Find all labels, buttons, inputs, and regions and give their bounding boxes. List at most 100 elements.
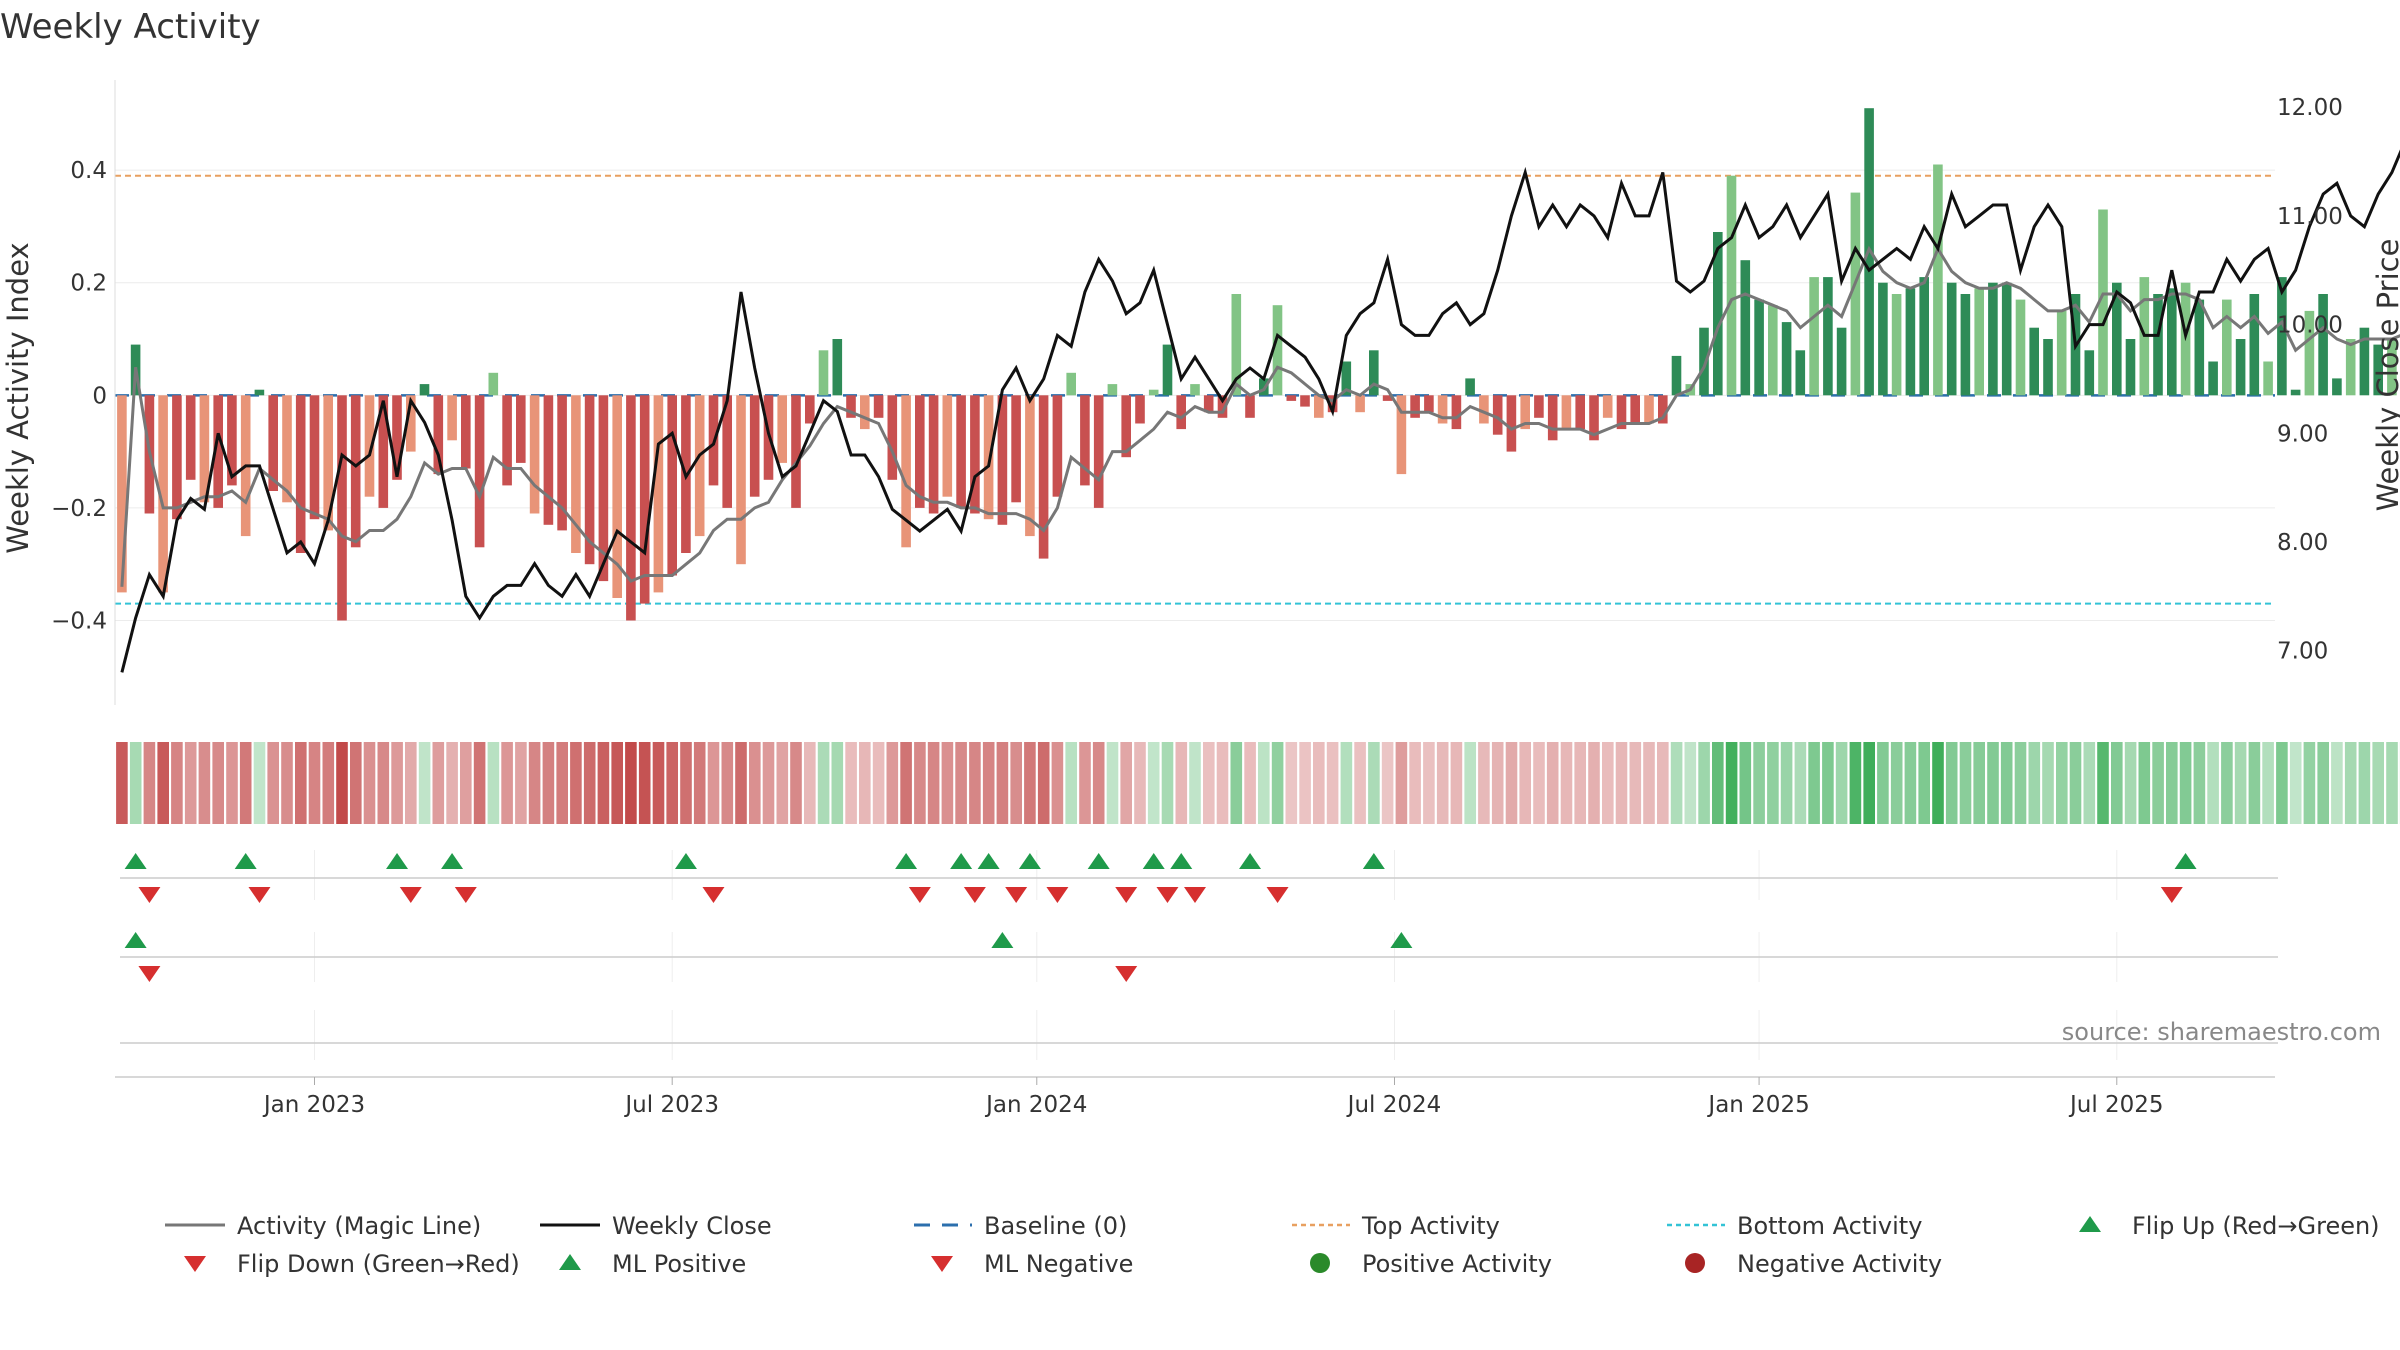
strip-cell — [171, 742, 183, 824]
activity-bar — [350, 395, 361, 548]
activity-bar — [461, 395, 471, 469]
strip-cell — [2221, 742, 2233, 824]
activity-bar — [1781, 322, 1792, 396]
activity-bar — [1011, 395, 1021, 503]
flip-down-marker — [1046, 887, 1069, 903]
strip-cell — [1546, 742, 1559, 824]
strip-cell — [2069, 742, 2082, 824]
activity-bar — [2345, 339, 2356, 396]
x-axis-ticks: Jan 2023 Jul 2023 Jan 2024 Jul 2024 Jan 2025… — [262, 1077, 2164, 1118]
activity-bar — [1300, 395, 1310, 407]
activity-bars — [117, 108, 2397, 621]
legend-label: Negative Activity — [1737, 1250, 1942, 1278]
strip-cell — [886, 742, 899, 824]
activity-bar — [791, 395, 801, 508]
legend-swatch — [184, 1256, 206, 1272]
strip-cell — [1767, 742, 1779, 824]
magic-line — [120, 245, 2400, 587]
flip-up-marker — [386, 853, 409, 869]
strip-cell — [1973, 742, 1985, 824]
strip-cell — [363, 742, 376, 824]
strip-cell — [1340, 742, 1353, 824]
activity-bar — [1314, 395, 1324, 418]
activity-bar — [2167, 288, 2177, 396]
strip-cell — [2097, 742, 2109, 824]
activity-bar — [323, 395, 333, 531]
activity-bar — [2125, 339, 2136, 396]
x-tick-label: Jul 2024 — [1346, 1092, 1442, 1118]
activity-bar — [1492, 395, 1503, 435]
strip-cell — [776, 742, 789, 824]
strip-cell — [446, 742, 458, 824]
activity-bar — [1135, 395, 1145, 424]
strip-cell — [927, 742, 940, 824]
strip-cell — [2193, 742, 2206, 824]
activity-bar — [2235, 339, 2246, 396]
activity-bar — [2304, 310, 2315, 396]
strip-cell — [336, 742, 348, 824]
activity-bar — [1203, 395, 1214, 413]
activity-bar — [598, 395, 609, 582]
strip-cell — [2331, 742, 2343, 824]
strip-cell — [501, 742, 513, 824]
strip-cell — [941, 742, 954, 824]
strip-cell — [556, 742, 568, 824]
flip-up-marker — [895, 853, 918, 869]
left-tick-label: 0.2 — [70, 271, 107, 297]
strip-cell — [955, 742, 967, 824]
legend-item: Baseline (0) — [914, 1212, 1127, 1240]
strip-cell — [859, 742, 871, 824]
strip-cell — [405, 742, 417, 824]
strip-cell — [267, 742, 279, 824]
legend-item: Bottom Activity — [1667, 1212, 1922, 1240]
flip-down-marker — [1115, 887, 1138, 903]
strip-cell — [1849, 742, 1862, 824]
strip-cell — [1230, 742, 1243, 824]
strip-cell — [1024, 742, 1036, 824]
activity-bar — [777, 395, 787, 463]
strip-cell — [1106, 742, 1119, 824]
strip-cell — [1450, 742, 1463, 824]
strip-cell — [2124, 742, 2137, 824]
strip-cell — [1560, 742, 1573, 824]
strip-cell — [693, 742, 706, 824]
strip-cell — [1409, 742, 1421, 824]
strip-cell — [749, 742, 761, 824]
flip-up-marker — [977, 853, 1000, 869]
activity-bar — [2290, 389, 2301, 396]
strip-cell — [1615, 742, 1628, 824]
activity-bar — [736, 395, 746, 565]
activity-bar — [970, 395, 980, 514]
strip-cell — [762, 742, 775, 824]
strip-cell — [487, 742, 500, 824]
activity-bar — [543, 395, 554, 525]
strip-cell — [2303, 742, 2316, 824]
strip-cell — [129, 742, 142, 824]
activity-bar — [1479, 395, 1489, 424]
strip-cell — [611, 742, 623, 824]
activity-bar — [1093, 395, 1104, 508]
strip-cell — [1794, 742, 1807, 824]
flip-down-marker — [399, 887, 422, 903]
activity-bar — [529, 395, 540, 514]
strip-cell — [226, 742, 238, 824]
strip-cell — [2152, 742, 2164, 824]
flip-up-marker — [1018, 853, 1041, 869]
strip-cell — [2014, 742, 2027, 824]
left-tick-label: 0 — [92, 383, 107, 409]
activity-bar — [1396, 395, 1407, 475]
activity-bar — [1589, 395, 1599, 441]
ml-negative-marker — [138, 966, 161, 982]
strip-cell — [2372, 742, 2384, 824]
activity-bar — [2043, 339, 2053, 396]
legend-label: Flip Down (Green→Red) — [237, 1250, 520, 1278]
activity-bar — [2098, 209, 2108, 396]
flip-up-marker — [1170, 853, 1193, 869]
activity-bar — [2222, 299, 2232, 396]
strip-cell — [1987, 742, 1999, 824]
strip-cell — [680, 742, 692, 824]
activity-bar — [1217, 395, 1228, 418]
flip-up-marker — [124, 853, 147, 869]
strip-cell — [1313, 742, 1325, 824]
strip-cell — [1065, 742, 1077, 824]
